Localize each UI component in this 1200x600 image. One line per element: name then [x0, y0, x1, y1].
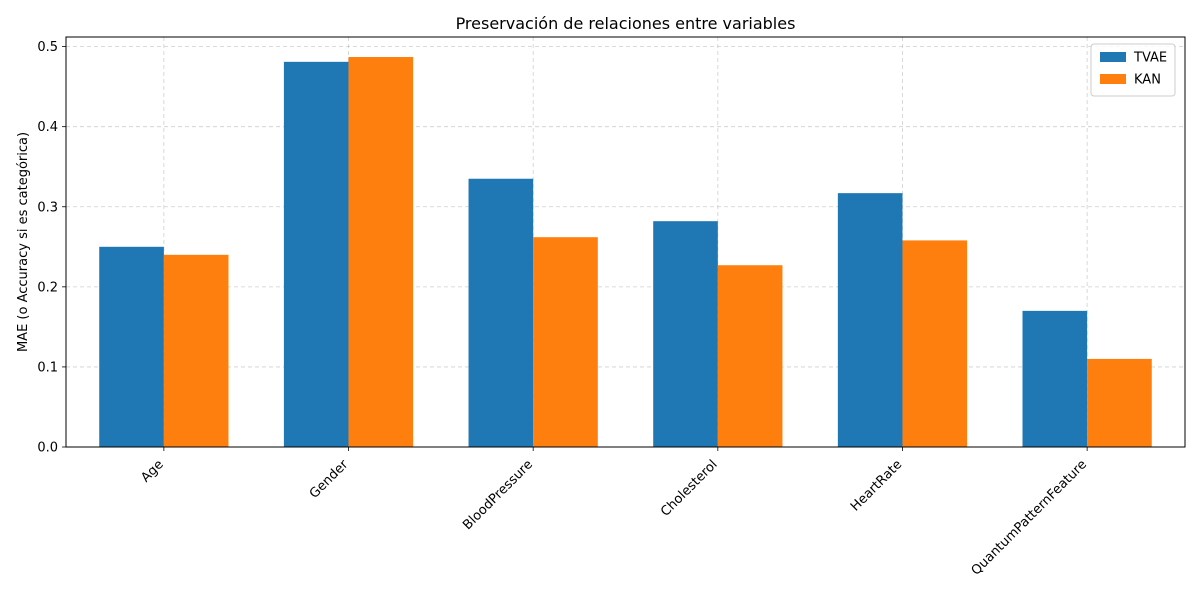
bar-tvae-quantumpatternfeature — [1022, 310, 1088, 447]
y-tick-label: 0.4 — [37, 120, 58, 135]
bar-tvae-gender — [283, 61, 349, 447]
x-tick-label: Cholesterol — [658, 457, 720, 519]
x-tick-label: Age — [138, 457, 166, 485]
y-tick-label: 0.0 — [37, 441, 58, 456]
legend-label-kan: KAN — [1134, 73, 1161, 88]
bar-tvae-cholesterol — [653, 221, 718, 447]
bar-kan-gender — [348, 57, 414, 447]
x-tick-label: QuantumPatternFeature — [969, 457, 1090, 578]
legend-label-tvae: TVAE — [1133, 51, 1167, 66]
y-tick-label: 0.5 — [37, 40, 58, 55]
bar-tvae-age — [99, 246, 164, 447]
bars — [99, 57, 1152, 447]
bar-kan-quantumpatternfeature — [1087, 358, 1152, 447]
y-tick-label: 0.3 — [37, 200, 58, 215]
bar-kan-cholesterol — [717, 265, 783, 447]
bar-kan-bloodpressure — [533, 237, 598, 447]
legend-swatch-kan — [1100, 74, 1126, 84]
x-tick-label: BloodPressure — [460, 457, 536, 533]
legend-swatch-tvae — [1100, 52, 1126, 62]
y-axis-label: MAE (o Accuracy si es categórica) — [16, 132, 31, 352]
bar-tvae-bloodpressure — [468, 178, 534, 447]
x-tick-label: Gender — [307, 457, 352, 502]
x-tick-label: HeartRate — [848, 457, 905, 514]
grid-lines — [66, 37, 1185, 448]
bar-kan-age — [163, 254, 229, 447]
bar-tvae-heartrate — [837, 193, 903, 447]
chart-title: Preservación de relaciones entre variabl… — [456, 14, 796, 33]
y-tick-label: 0.2 — [37, 280, 58, 295]
plot-frame — [65, 36, 1186, 448]
y-tick-label: 0.1 — [37, 360, 58, 375]
legend: TVAE KAN — [1090, 43, 1176, 97]
bar-kan-heartrate — [902, 240, 968, 447]
